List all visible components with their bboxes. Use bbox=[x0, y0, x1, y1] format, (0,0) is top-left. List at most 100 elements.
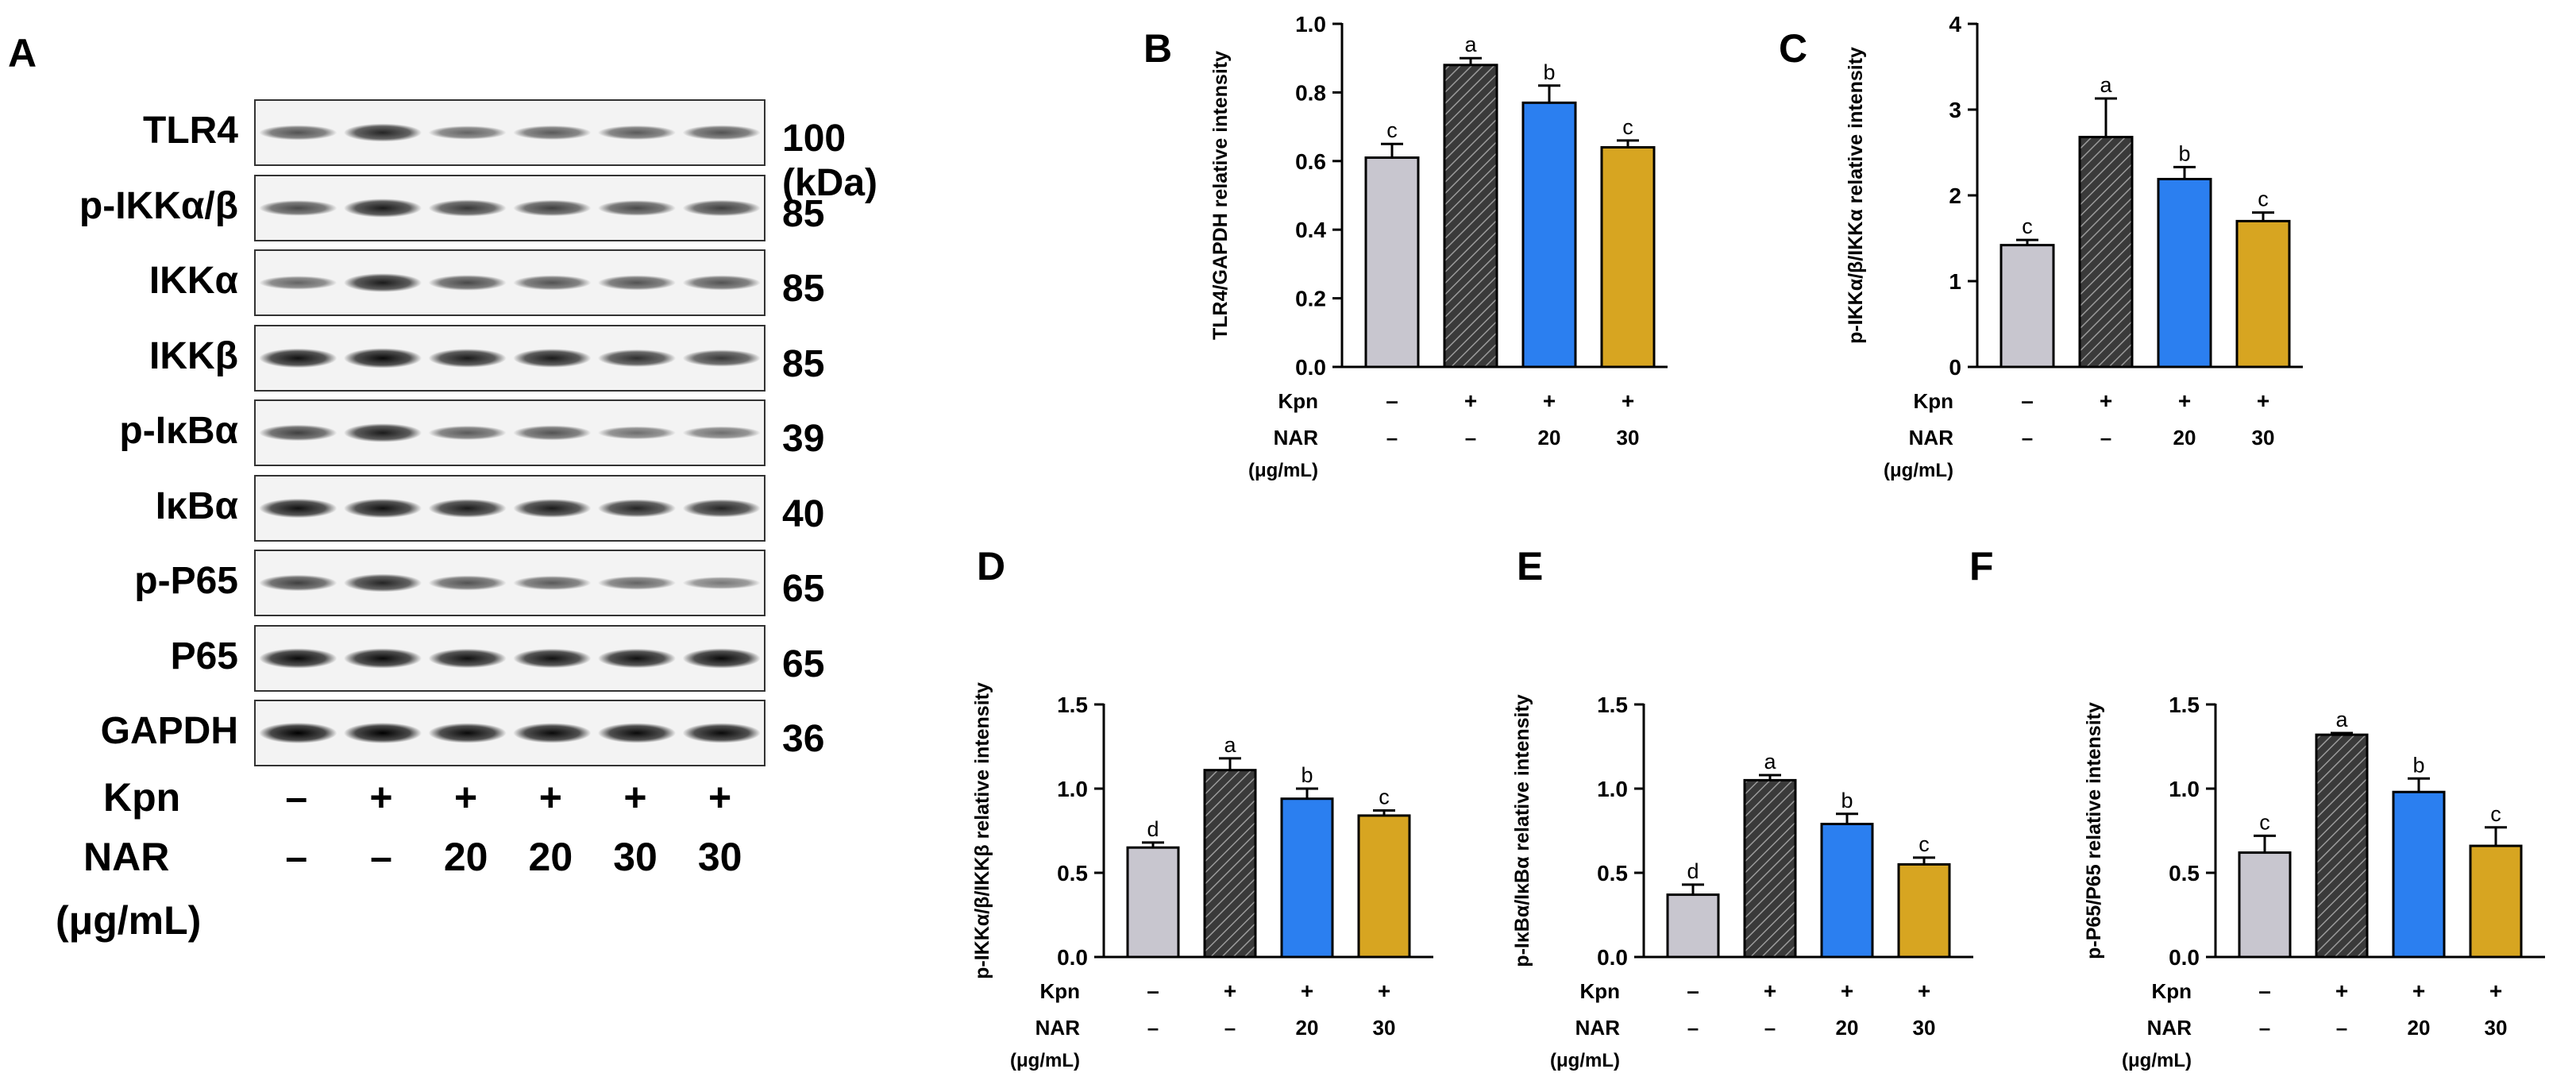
bar-kpn bbox=[2078, 136, 2134, 369]
blot-band bbox=[682, 199, 761, 216]
blot-band bbox=[343, 498, 422, 518]
blot-protein-label: p-P65 bbox=[134, 560, 238, 602]
significance-letter: d bbox=[1147, 817, 1159, 841]
kpn-value: + bbox=[1918, 978, 1930, 1003]
blot-nar-value: 30 bbox=[697, 835, 742, 879]
significance-letter: c bbox=[2490, 802, 2501, 826]
bar-kpn bbox=[1203, 769, 1257, 959]
blot-band bbox=[513, 125, 592, 140]
blot-kda-label: 65 bbox=[782, 642, 825, 685]
y-tick-label: 0.5 bbox=[1057, 861, 1088, 886]
panel-letter: C bbox=[1779, 26, 1807, 71]
kpn-label: Kpn bbox=[2151, 979, 2192, 1003]
blot-band bbox=[513, 425, 592, 441]
blot-kda-label: 36 bbox=[782, 718, 825, 760]
bar-nar30 bbox=[2469, 844, 2523, 959]
y-tick-label: 2 bbox=[1949, 183, 1961, 208]
blot-nar-value: – bbox=[370, 835, 392, 879]
blot-nar-unit: (μg/mL) bbox=[56, 898, 202, 943]
panel-letter: D bbox=[977, 544, 1005, 588]
blot-band bbox=[259, 424, 337, 442]
y-tick-label: 4 bbox=[1949, 12, 1961, 37]
panel-letter: B bbox=[1143, 26, 1172, 71]
blot-band bbox=[682, 577, 761, 589]
nar-value: 20 bbox=[1296, 1016, 1319, 1040]
kpn-value: + bbox=[2412, 978, 2425, 1003]
nar-value: – bbox=[2100, 426, 2111, 450]
y-tick-label: 0.2 bbox=[1295, 287, 1326, 311]
blot-nar-label: NAR bbox=[83, 835, 170, 879]
nar-value: 30 bbox=[2252, 426, 2275, 450]
chart-panel-d: Dp-IKKα/β/IKKβ relative intensity 0.0 0.5 1… bbox=[971, 544, 1433, 1071]
nar-value: 20 bbox=[1836, 1016, 1859, 1040]
blot-band bbox=[428, 275, 507, 291]
significance-letter: d bbox=[1687, 859, 1699, 883]
significance-letter: b bbox=[1841, 789, 1853, 812]
blot-band bbox=[597, 426, 677, 440]
kpn-value: + bbox=[1378, 978, 1390, 1003]
nar-label: NAR bbox=[2147, 1016, 2192, 1040]
blot-strip-svg bbox=[259, 498, 761, 518]
blot-band bbox=[259, 348, 337, 368]
blot-band bbox=[259, 276, 337, 290]
kpn-value: + bbox=[2257, 388, 2269, 413]
bar-nar20 bbox=[1521, 101, 1577, 369]
bar-control bbox=[1364, 156, 1420, 369]
blot-nar-value: 20 bbox=[443, 835, 488, 879]
bar-control bbox=[1999, 244, 2055, 369]
nar-value: – bbox=[2259, 1016, 2270, 1040]
nar-value: – bbox=[1687, 1016, 1699, 1040]
blot-band bbox=[428, 648, 507, 668]
blot-band bbox=[428, 498, 507, 518]
kpn-label: Kpn bbox=[1579, 979, 1620, 1003]
nar-value: 30 bbox=[1617, 426, 1640, 450]
y-tick-label: 0.5 bbox=[2169, 861, 2200, 886]
blot-band bbox=[343, 423, 422, 442]
bar-nar30 bbox=[1897, 862, 1951, 959]
panel-letter: E bbox=[1517, 544, 1543, 588]
kpn-value: + bbox=[1841, 978, 1853, 1003]
y-tick-label: 1 bbox=[1949, 269, 1961, 294]
blot-kpn-value: + bbox=[623, 775, 647, 820]
significance-letter: b bbox=[1301, 763, 1313, 787]
blot-strip bbox=[254, 700, 765, 766]
bar-control bbox=[2238, 851, 2292, 959]
blot-protein-label: GAPDH bbox=[100, 710, 238, 752]
nar-value: 30 bbox=[1373, 1016, 1396, 1040]
kpn-value: + bbox=[1224, 978, 1236, 1003]
blot-nar-value: – bbox=[285, 835, 308, 879]
kpn-value: + bbox=[1622, 388, 1634, 413]
kpn-value: – bbox=[1386, 388, 1398, 413]
chart-panel-e: Ep-IκBα/IκBα relative intensity 0.0 0.5 1.0… bbox=[1511, 544, 1973, 1071]
blot-kda-label: 100 (kDa) bbox=[782, 118, 878, 204]
kpn-value: + bbox=[1764, 978, 1776, 1003]
blot-band bbox=[513, 498, 592, 518]
blot-strip-svg bbox=[259, 723, 761, 743]
blot-nar-value: 20 bbox=[528, 835, 573, 879]
blot-strip bbox=[254, 399, 765, 466]
y-tick-label: 0.0 bbox=[2169, 945, 2200, 970]
nar-value: – bbox=[1764, 1016, 1776, 1040]
significance-letter: c bbox=[1622, 115, 1633, 139]
blot-band bbox=[682, 349, 761, 367]
blot-strip-svg bbox=[259, 573, 761, 592]
kpn-label: Kpn bbox=[1913, 389, 1953, 413]
nar-unit: (μg/mL) bbox=[1248, 460, 1318, 481]
blot-band bbox=[428, 199, 507, 217]
bar-nar20 bbox=[2157, 177, 2212, 369]
bar-kpn bbox=[2315, 733, 2369, 959]
kpn-value: + bbox=[2178, 388, 2191, 413]
nar-value: 20 bbox=[2408, 1016, 2431, 1040]
blot-strip bbox=[254, 249, 765, 316]
blot-band bbox=[428, 723, 507, 743]
kpn-value: + bbox=[2100, 388, 2112, 413]
kpn-value: + bbox=[1464, 388, 1477, 413]
blot-protein-label: IKKβ bbox=[149, 334, 238, 377]
nar-label: NAR bbox=[1035, 1016, 1081, 1040]
blot-kpn-label: Kpn bbox=[103, 775, 181, 820]
bar-nar20 bbox=[2392, 790, 2446, 959]
significance-letter: c bbox=[1386, 118, 1398, 142]
blot-strip-svg bbox=[259, 423, 761, 442]
nar-value: 30 bbox=[2485, 1016, 2508, 1040]
nar-value: – bbox=[2022, 426, 2033, 450]
